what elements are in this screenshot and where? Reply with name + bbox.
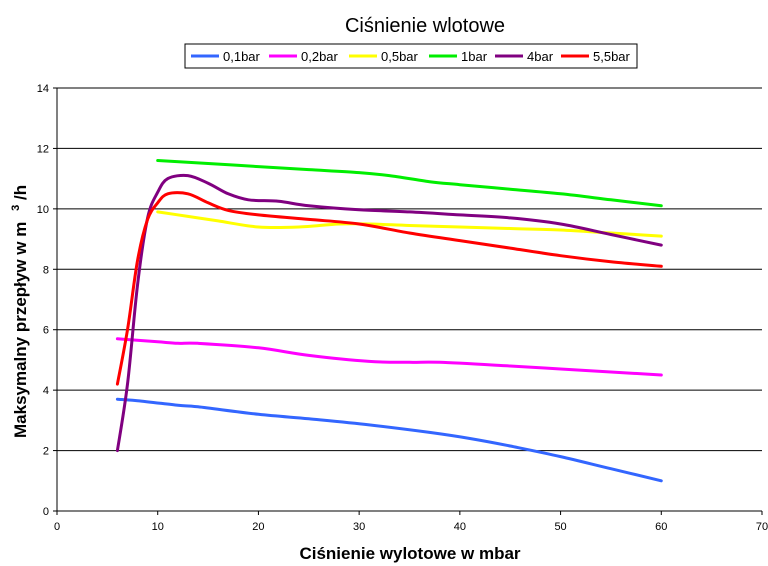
series-line-4 [115,173,663,453]
x-tick-label: 40 [454,521,466,533]
y-tick-label: 6 [43,325,49,337]
legend-label: 4bar [527,49,554,64]
x-tick-label: 0 [54,521,60,533]
chart-title: Ciśnienie wlotowe [345,15,505,37]
y-axis-label-main: Maksymalny przepływ w m [11,222,30,438]
series-line-1 [115,337,663,377]
y-tick-label: 8 [43,264,49,276]
series-lines [115,159,663,483]
legend-label: 5,5bar [593,49,631,64]
y-tick-label: 2 [43,446,49,458]
y-axis-label-sup: 3 [10,205,22,211]
x-tick-label: 20 [252,521,264,533]
y-tick-label: 14 [37,83,49,95]
series-line-3 [156,159,663,208]
x-tick-label: 30 [353,521,365,533]
gridlines [57,87,762,452]
series-line-0 [115,397,663,483]
y-axis-label-suffix: /h [11,185,30,200]
axes [53,87,763,515]
y-tick-label: 12 [37,143,49,155]
legend-label: 0,1bar [223,49,261,64]
y-tick-label: 4 [43,385,49,397]
x-tick-label: 70 [756,521,768,533]
legend-label: 1bar [461,49,488,64]
series-line-2 [156,210,663,238]
legend-label: 0,2bar [301,49,339,64]
legend: 0,1bar 0,2bar 0,5bar 1bar 4bar 5,5bar [184,43,638,69]
legend-label: 0,5bar [381,49,419,64]
x-axis-label: Ciśnienie wylotowe w mbar [299,544,520,563]
series-line-5 [115,191,663,386]
x-tick-label: 50 [554,521,566,533]
y-tick-label: 0 [43,506,49,518]
x-tick-label: 10 [152,521,164,533]
y-axis-label: Maksymalny przepływ w m 3 /h [4,185,30,438]
x-tick-label: 60 [655,521,667,533]
y-tick-label: 10 [37,204,49,216]
tick-labels: 0 2 4 6 8 10 12 14 0 10 20 30 40 50 60 70 [37,83,768,533]
